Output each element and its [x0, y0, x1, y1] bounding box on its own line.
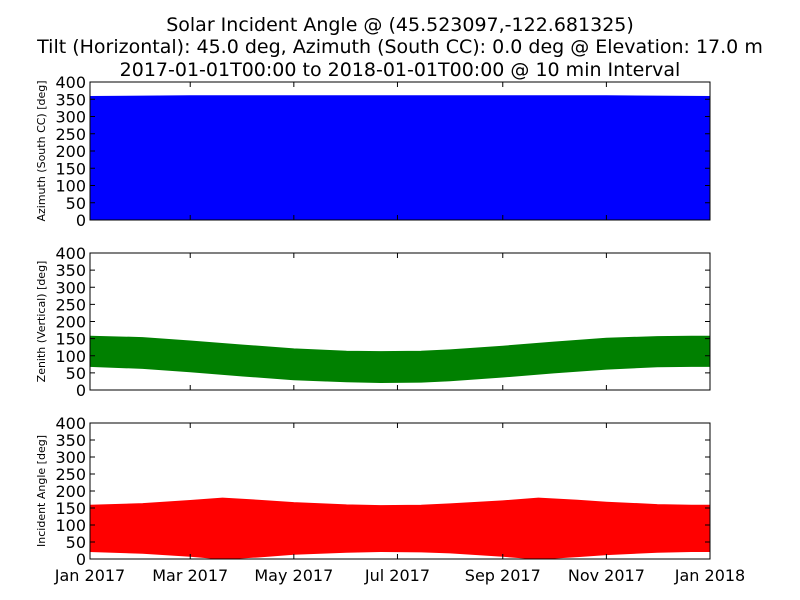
zenith-ytick-label: 50: [66, 364, 86, 383]
azimuth-ytick-label: 100: [55, 177, 86, 196]
incident-ytick-label: 100: [55, 516, 86, 535]
xtick-label: Jul 2017: [364, 566, 430, 585]
zenith-ytick-label: 100: [55, 347, 86, 366]
xtick-label: Mar 2017: [152, 566, 228, 585]
zenith-series-band: [89, 335, 711, 384]
chart-title-line-1: Solar Incident Angle @ (45.523097,-122.6…: [166, 14, 634, 36]
incident-ytick-label: 50: [66, 533, 86, 552]
chart-title-line-3: 2017-01-01T00:00 to 2018-01-01T00:00 @ 1…: [119, 59, 681, 81]
incident-ytick-label: 400: [55, 414, 86, 433]
incident-ytick-label: 0: [76, 550, 86, 569]
azimuth-ytick-label: 300: [55, 108, 86, 127]
incident-ytick-label: 200: [55, 482, 86, 501]
azimuth-series-band: [89, 95, 711, 221]
azimuth-ytick-label: 50: [66, 194, 86, 213]
incident-ytick-label: 350: [55, 431, 86, 450]
incident-series-band: [89, 497, 711, 560]
xtick-label: Jan 2018: [674, 566, 745, 585]
incident-ytick-label: 300: [55, 448, 86, 467]
zenith-ytick-label: 200: [55, 313, 86, 332]
zenith-ylabel: Zenith (Vertical) [deg]: [35, 261, 48, 383]
xtick-label: Jan 2017: [54, 566, 125, 585]
azimuth-ytick-label: 400: [55, 73, 86, 92]
chart-title-line-2: Tilt (Horizontal): 45.0 deg, Azimuth (So…: [37, 36, 763, 58]
zenith-ytick-label: 400: [55, 244, 86, 263]
xtick-label: Sep 2017: [465, 566, 541, 585]
azimuth-ytick-label: 350: [55, 90, 86, 109]
xtick-label: Nov 2017: [568, 566, 645, 585]
zenith-ytick-label: 250: [55, 295, 86, 314]
azimuth-ytick-label: 0: [76, 211, 86, 230]
incident-ytick-label: 150: [55, 499, 86, 518]
azimuth-ylabel: Azimuth (South CC) [deg]: [35, 80, 48, 221]
zenith-ytick-label: 0: [76, 381, 86, 400]
xtick-label: May 2017: [254, 566, 333, 585]
incident-ytick-label: 250: [55, 465, 86, 484]
zenith-ytick-label: 150: [55, 330, 86, 349]
zenith-ytick-label: 350: [55, 261, 86, 280]
incident-ylabel: Incident Angle [deg]: [35, 435, 48, 547]
azimuth-ytick-label: 150: [55, 159, 86, 178]
azimuth-ytick-label: 200: [55, 142, 86, 161]
azimuth-ytick-label: 250: [55, 125, 86, 144]
zenith-ytick-label: 300: [55, 278, 86, 297]
